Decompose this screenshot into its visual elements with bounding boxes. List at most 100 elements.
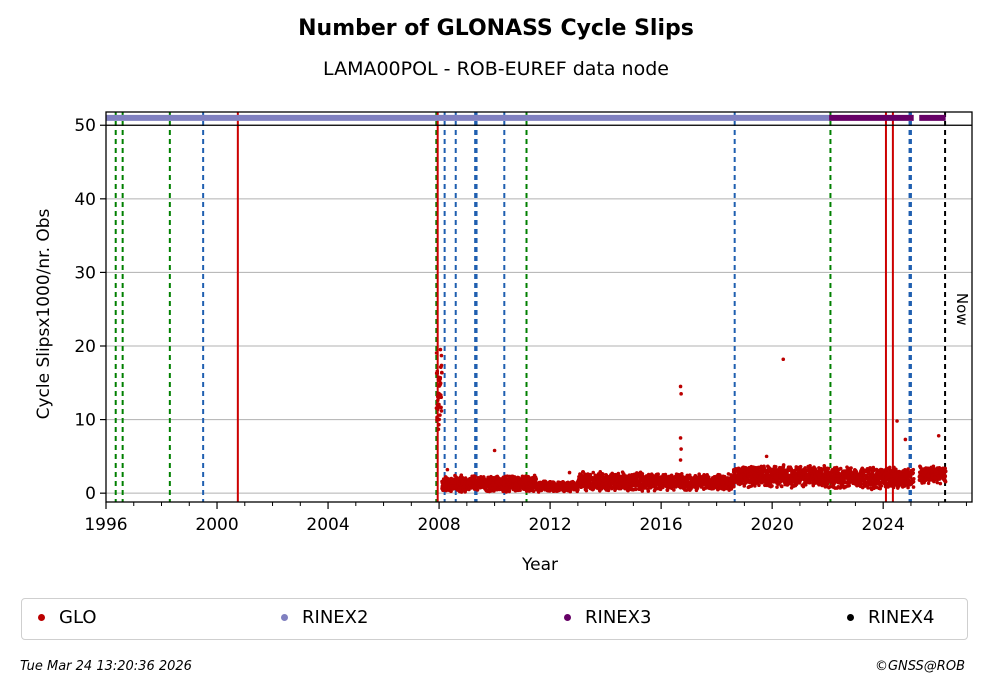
legend-label-rinex2: RINEX2 bbox=[302, 607, 369, 628]
glo-point bbox=[634, 487, 638, 492]
glo-point bbox=[656, 472, 660, 477]
glo-point bbox=[435, 371, 440, 376]
glo-point bbox=[903, 437, 908, 442]
glo-point bbox=[926, 481, 931, 486]
glo-point bbox=[440, 370, 444, 375]
glo-point bbox=[798, 464, 803, 469]
glo-point bbox=[906, 485, 910, 490]
glo-point bbox=[531, 489, 536, 494]
legend-label-glo: GLO bbox=[59, 607, 97, 628]
glo-point bbox=[866, 486, 870, 490]
glo-point bbox=[775, 485, 779, 489]
glo-point bbox=[878, 486, 883, 491]
glo-point bbox=[847, 483, 851, 488]
legend-item-rinex3: RINEX3 bbox=[564, 607, 651, 628]
glo-point bbox=[911, 476, 916, 481]
glo-point bbox=[437, 417, 441, 422]
y-tick-label: 30 bbox=[74, 263, 96, 283]
x-tick-label: 2016 bbox=[639, 515, 682, 535]
y-tick-label: 50 bbox=[74, 116, 96, 136]
glo-point bbox=[762, 466, 767, 471]
glo-point bbox=[779, 484, 784, 489]
legend-marker-rinex2 bbox=[281, 614, 288, 621]
glo-point bbox=[672, 488, 676, 492]
legend-marker-rinex4 bbox=[847, 614, 854, 621]
x-tick-label: 1996 bbox=[84, 515, 127, 535]
footer-copyright: ©GNSS@ROB bbox=[874, 659, 965, 674]
glo-point bbox=[438, 375, 443, 380]
x-axis-label: Year bbox=[522, 555, 558, 575]
glo-point bbox=[695, 486, 700, 491]
legend-label-rinex3: RINEX3 bbox=[585, 607, 652, 628]
glo-point bbox=[679, 447, 683, 451]
glo-point bbox=[438, 347, 443, 352]
glo-point bbox=[584, 488, 589, 493]
glo-point bbox=[781, 463, 786, 467]
x-tick-label: 2004 bbox=[306, 515, 349, 535]
legend-item-glo: GLO bbox=[38, 607, 97, 628]
glo-point bbox=[826, 466, 831, 471]
glo-point bbox=[808, 463, 812, 468]
glo-point bbox=[534, 477, 538, 482]
glo-point bbox=[834, 465, 839, 470]
glo-point bbox=[601, 472, 605, 476]
glo-point bbox=[567, 470, 572, 475]
glo-point bbox=[943, 474, 948, 479]
y-tick-label: 10 bbox=[74, 411, 96, 431]
glo-point bbox=[439, 353, 444, 358]
glo-point bbox=[445, 467, 450, 472]
glo-point bbox=[492, 489, 496, 493]
glo-point bbox=[906, 467, 910, 471]
glo-point bbox=[678, 384, 683, 389]
legend-label-rinex4: RINEX4 bbox=[868, 607, 935, 628]
x-tick-label: 2024 bbox=[862, 515, 905, 535]
glo-point bbox=[757, 483, 761, 488]
glo-point bbox=[838, 466, 843, 471]
y-tick-label: 40 bbox=[74, 190, 96, 210]
glo-point bbox=[536, 490, 541, 494]
glo-point bbox=[591, 470, 596, 475]
glo-point bbox=[616, 471, 621, 476]
y-axis-label: Cycle Slipsx1000/nr. Obs bbox=[34, 208, 54, 420]
legend-item-rinex2: RINEX2 bbox=[281, 607, 368, 628]
glo-point bbox=[764, 454, 769, 459]
glo-point bbox=[507, 489, 512, 494]
glo-point bbox=[895, 419, 899, 423]
glo-point bbox=[879, 484, 884, 488]
glo-point bbox=[706, 475, 711, 479]
legend-marker-glo bbox=[38, 614, 45, 621]
glo-point bbox=[858, 482, 863, 487]
glo-point bbox=[688, 475, 693, 480]
glo-point bbox=[438, 413, 442, 417]
glo-point bbox=[911, 485, 916, 489]
y-tick-label: 0 bbox=[85, 484, 96, 504]
glo-point bbox=[943, 466, 948, 471]
glo-point bbox=[437, 422, 441, 427]
chart-legend: GLO RINEX2 RINEX3 RINEX4 bbox=[21, 598, 968, 640]
glo-point bbox=[911, 479, 916, 484]
glo-point bbox=[936, 433, 941, 438]
y-tick-label: 20 bbox=[74, 337, 96, 357]
glo-point bbox=[439, 409, 444, 413]
glo-point bbox=[911, 467, 916, 472]
glo-point bbox=[434, 351, 439, 355]
glo-point bbox=[439, 363, 444, 368]
glo-point bbox=[679, 392, 683, 396]
x-tick-label: 2008 bbox=[417, 515, 460, 535]
glo-point bbox=[449, 489, 453, 493]
glo-point bbox=[678, 436, 683, 440]
glo-point bbox=[825, 481, 830, 486]
legend-marker-rinex3 bbox=[564, 614, 571, 621]
glo-point bbox=[943, 469, 948, 474]
glo-point bbox=[938, 481, 943, 486]
glo-point bbox=[943, 479, 948, 484]
now-label: Now bbox=[953, 293, 971, 326]
glo-point bbox=[770, 484, 774, 488]
glo-point bbox=[646, 489, 651, 493]
glo-point bbox=[576, 487, 580, 492]
glo-point bbox=[438, 381, 443, 386]
chart-title: Number of GLONASS Cycle Slips bbox=[298, 16, 694, 41]
legend-item-rinex4: RINEX4 bbox=[847, 607, 934, 628]
glo-point bbox=[640, 489, 645, 493]
